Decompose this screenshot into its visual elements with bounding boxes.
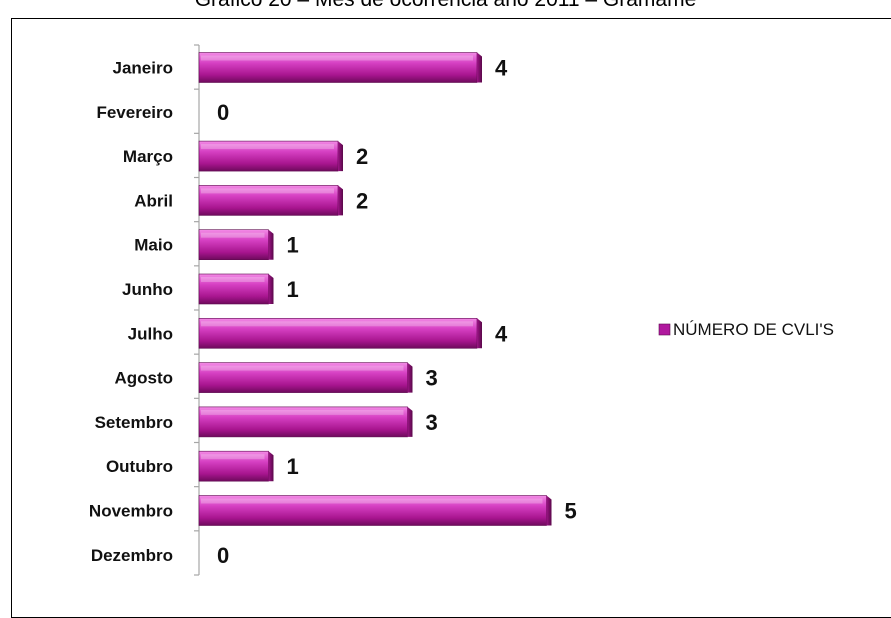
category-label: Agosto: [114, 369, 173, 388]
bar: [198, 495, 547, 526]
category-label: Setembro: [95, 413, 173, 432]
legend-swatch: [658, 323, 671, 336]
bar-side-face: [477, 318, 482, 349]
category-label: Maio: [134, 236, 173, 255]
category-label: Janeiro: [113, 59, 173, 78]
category-label: Dezembro: [91, 546, 173, 565]
value-label: 1: [287, 454, 299, 479]
bar-highlight: [201, 188, 334, 194]
legend-label: NÚMERO DE CVLI'S: [673, 320, 834, 339]
bar: [198, 317, 478, 349]
category-label: Março: [123, 147, 173, 166]
bar-highlight: [201, 498, 543, 504]
bar-side-face: [338, 141, 343, 172]
bar: [198, 140, 339, 172]
bar: [198, 229, 269, 260]
bar: [198, 450, 269, 482]
bar-chart: Janeiro 4 Fevereiro 0 Março 2 Abril 2 Maio 1 Junho…: [89, 44, 834, 576]
bar: [198, 406, 408, 438]
category-label: Fevereiro: [96, 103, 173, 122]
value-label: 3: [426, 410, 438, 435]
value-label: 4: [495, 56, 508, 81]
value-label: 2: [356, 188, 368, 213]
bar-highlight: [201, 365, 404, 371]
value-label: 1: [287, 277, 299, 302]
bar-side-face: [477, 52, 482, 83]
bar-highlight: [201, 277, 265, 282]
category-label: Julho: [128, 324, 173, 343]
bar-highlight: [201, 321, 473, 327]
bar: [198, 273, 269, 305]
bar-side-face: [338, 185, 343, 216]
bar-highlight: [201, 144, 334, 150]
value-label: 2: [356, 144, 368, 169]
value-label: 5: [565, 499, 577, 524]
bar-side-face: [268, 451, 274, 482]
value-label: 3: [426, 366, 438, 391]
category-label: Novembro: [89, 502, 173, 521]
bar-side-face: [268, 274, 274, 304]
category-label: Junho: [122, 280, 173, 299]
chart-title: Gráfico 20 – Mês de ocorrência ano 2011 …: [0, 0, 891, 12]
value-label: 0: [217, 543, 229, 568]
bar-side-face: [546, 495, 552, 526]
bar-side-face: [268, 229, 274, 260]
bar: [198, 52, 478, 83]
category-label: Abril: [134, 191, 173, 210]
bar-highlight: [201, 454, 265, 460]
bar: [198, 185, 339, 216]
value-label: 4: [495, 321, 508, 346]
value-label: 1: [287, 233, 299, 258]
category-label: Outubro: [106, 457, 173, 476]
bar-highlight: [201, 55, 473, 61]
value-label: 0: [217, 100, 229, 125]
bar-highlight: [201, 409, 404, 415]
bar-highlight: [201, 232, 265, 238]
bar-side-face: [407, 406, 413, 437]
bar-side-face: [407, 362, 413, 393]
